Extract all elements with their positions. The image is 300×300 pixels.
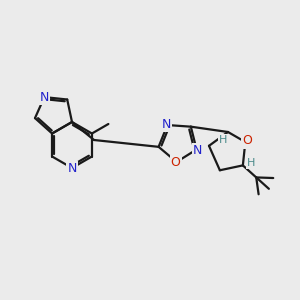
Text: N: N	[162, 118, 171, 130]
Text: O: O	[242, 134, 252, 148]
Text: H: H	[247, 158, 255, 168]
Text: O: O	[171, 157, 181, 169]
Text: N: N	[67, 161, 77, 175]
Text: N: N	[193, 144, 202, 157]
Text: N: N	[40, 91, 49, 103]
Text: H: H	[219, 135, 227, 145]
